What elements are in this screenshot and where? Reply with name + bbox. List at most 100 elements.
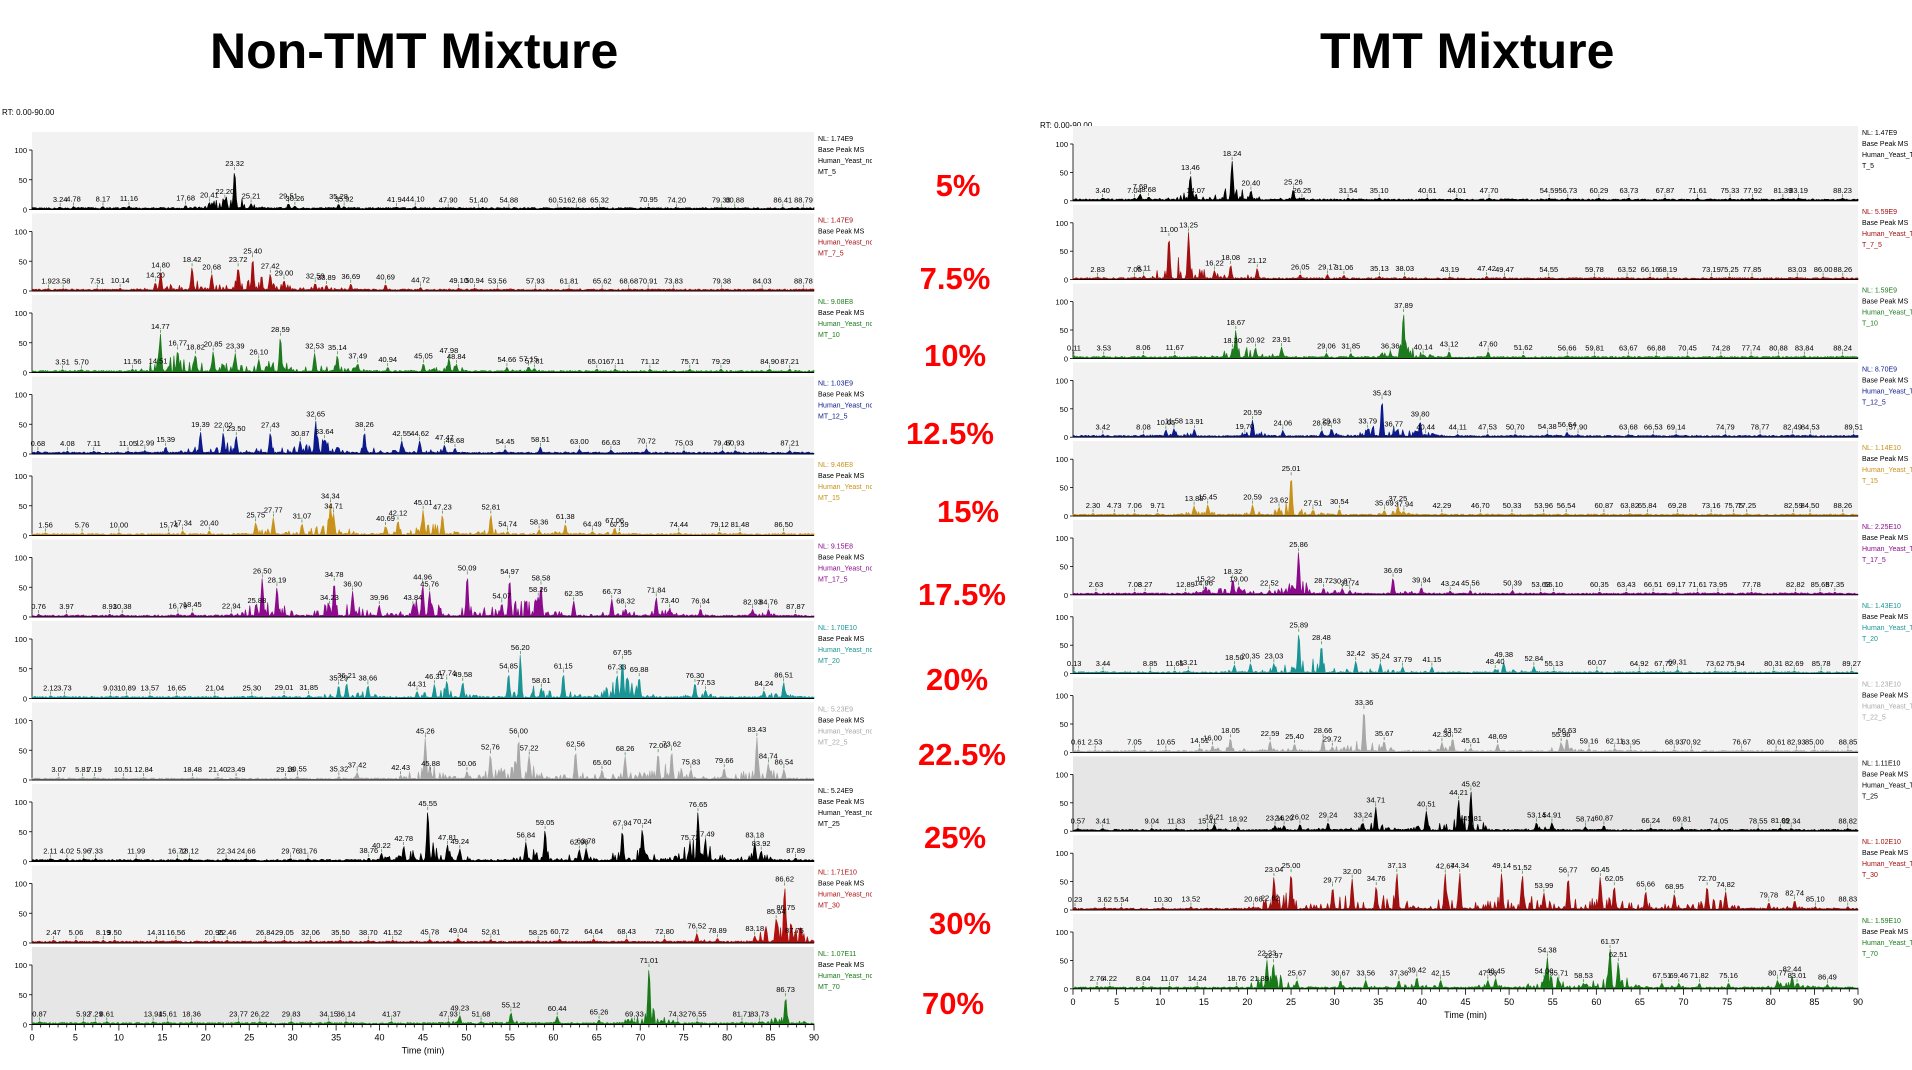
peak-label: 29.06 [1317,341,1336,350]
trace-info: NL: 9.46E8 [818,462,853,469]
peak-label: 23.39 [226,341,245,350]
peak-label: 21.12 [1248,256,1267,265]
peak-label: 35.50 [331,928,350,937]
peak-label: 8.11 [1137,264,1151,273]
peak-label: 41.94 [387,195,406,204]
trace-info: MT_22_5 [818,740,848,747]
peak-label: 75.25 [1720,265,1739,274]
peak-label: 15.22 [1196,574,1215,583]
peak-label: 57.90 [1569,422,1588,431]
y-tick-label: 100 [1055,692,1068,701]
x-tick-label: 0 [1070,997,1075,1007]
trace-info: Human_Yeast_TM [1862,704,1912,711]
y-tick-label: 0 [23,695,27,704]
peak-label: 50.06 [458,759,477,768]
y-tick-label: 100 [14,880,27,889]
peak-label: 13.57 [141,684,160,693]
peak-label: 37.94 [1395,499,1414,508]
peak-label: 57.15 [519,355,538,364]
peak-label: 23.49 [227,765,246,774]
trace-background [1073,204,1858,280]
peak-label: 13.88 [1185,494,1204,503]
peak-label: 29.83 [282,1010,301,1019]
x-tick-label: 15 [1199,997,1209,1007]
peak-label: 22.52 [1260,578,1279,587]
peak-label: 45.62 [1462,779,1481,788]
peak-label: 58.25 [529,928,548,937]
peak-label: 82.74 [1785,888,1804,897]
peak-label: 45.61 [1461,736,1480,745]
peak-label: 5.92 [76,1010,91,1019]
trace-20%: 0 50 100 2.12 3.73 9.03 10.89 13.57 16.65 21.04 25… [14,621,872,704]
peak-label: 60.87 [1595,814,1614,823]
trace-background [1073,362,1858,438]
peak-label: 47.81 [438,833,457,842]
peak-label: 38.03 [1395,264,1414,273]
peak-label: 57.22 [520,744,539,753]
peak-label: 8.19 [96,928,111,937]
x-tick-label: 45 [1460,997,1470,1007]
x-tick-label: 85 [766,1033,776,1043]
y-tick-label: 50 [1060,720,1068,729]
peak-label: 61.15 [554,662,573,671]
peak-label: 18.45 [183,600,202,609]
peak-label: 9.04 [1145,816,1160,825]
peak-label: 45.55 [418,799,437,808]
peak-label: 54.66 [498,355,517,364]
peak-label: 18.82 [186,343,205,352]
peak-label: 66.88 [1647,344,1666,353]
peak-label: 12.99 [135,438,154,447]
peak-label: 63.82 [1620,501,1639,510]
peak-label: 66.73 [602,587,621,596]
peak-label: 45.76 [420,579,439,588]
peak-label: 3.44 [1096,659,1111,668]
peak-label: 11.65 [1166,659,1184,668]
peak-label: 20.68 [1244,895,1263,904]
peak-label: 46.70 [1471,501,1490,510]
peak-label: 35.67 [1375,729,1394,738]
x-tick-label: 30 [1330,997,1340,1007]
trace-info: Human_Yeast_noT [818,240,872,247]
peak-label: 27.51 [1304,498,1323,507]
peak-label: 19.70 [1235,422,1254,431]
peak-label: 23.04 [1265,865,1284,874]
trace-info: Base Peak MS [1862,377,1909,384]
peak-label: 66.53 [1644,422,1663,431]
trace-22.5%: 0 50 100 3.07 5.817.19 10.51 12.84 18.48 21.40 23… [14,702,872,785]
peak-label: 49.04 [449,926,468,935]
peak-label: 23.50 [227,424,246,433]
y-tick-label: 50 [1060,168,1068,177]
peak-label: 35.32 [330,764,349,773]
trace-background [1073,441,1858,516]
peak-label: 44.62 [410,429,429,438]
trace-info: T_70 [1862,951,1878,958]
peak-label: 13.25 [1179,220,1198,229]
peak-label: 47.42 [1477,264,1496,273]
trace-background [1073,520,1858,595]
peak-label: 67.87 [1656,186,1675,195]
peak-label: 53.63 [1531,580,1550,589]
peak-label: 82.44 [1783,964,1802,973]
trace-info: Human_Yeast_TM [1862,782,1912,789]
peak-label: 30.54 [1330,497,1349,506]
trace-info: Base Peak MS [1862,614,1909,621]
y-tick-label: 100 [1055,928,1068,937]
peak-label: 65.62 [593,277,612,286]
peak-label: 22.59 [1261,729,1280,738]
peak-label: 69.31 [1668,658,1687,667]
x-tick-label: 35 [1373,997,1383,1007]
peak-label: 16.65 [167,684,186,693]
peak-label: 67.33 [608,663,627,672]
chromatogram-trace [1072,232,1859,280]
peak-label: 56.73 [1558,186,1577,195]
peak-label: 59.05 [536,818,555,827]
peak-label: 71.01 [640,956,659,965]
trace-info: Base Peak MS [818,799,865,806]
trace-background [1073,756,1858,832]
y-tick-label: 100 [14,309,27,318]
peak-label: 73.40 [660,596,679,605]
peak-label: 60.51 [548,196,567,205]
peak-label: 71.84 [647,585,666,594]
peak-label: 55.71 [1550,968,1569,977]
peak-label: 58.61 [532,676,551,685]
